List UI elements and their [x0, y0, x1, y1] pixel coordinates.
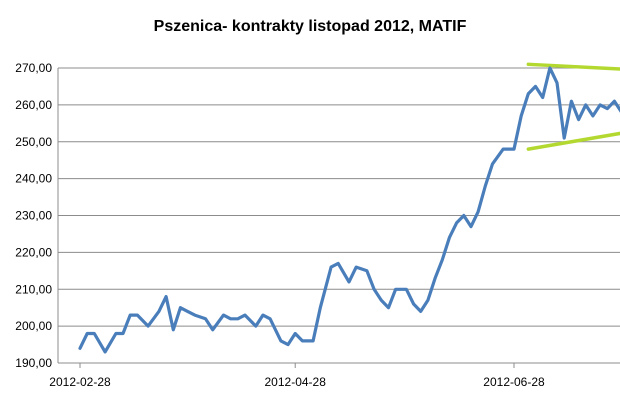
y-tick-label: 210,00 [15, 282, 52, 296]
y-tick-label: 250,00 [15, 135, 52, 149]
x-tick-label: 2012-06-28 [483, 375, 545, 389]
y-tick-label: 200,00 [15, 319, 52, 333]
series-line [78, 66, 620, 354]
trendline [526, 62, 620, 71]
y-tick-labels: 190,00 200,00 210,00 220,00 230,00 240,00 250,… [15, 61, 52, 370]
chart-title: Pszenica- kontrakty listopad 2012, MATIF [153, 18, 467, 35]
y-gridlines [58, 67, 620, 364]
y-tick-label: 220,00 [15, 245, 52, 259]
trendlines [526, 62, 620, 151]
x-tick-label: 2012-02-28 [49, 375, 111, 389]
data-line-group [78, 66, 620, 354]
y-tick-label: 240,00 [15, 172, 52, 186]
y-tick-label: 190,00 [15, 356, 52, 370]
y-tick-label: 270,00 [15, 61, 52, 75]
y-tick-label: 230,00 [15, 209, 52, 223]
plot-area-border [57, 68, 515, 368]
x-tick-label: 2012-04-28 [265, 375, 327, 389]
y-tick-label: 260,00 [15, 98, 52, 112]
trendline [526, 131, 620, 151]
